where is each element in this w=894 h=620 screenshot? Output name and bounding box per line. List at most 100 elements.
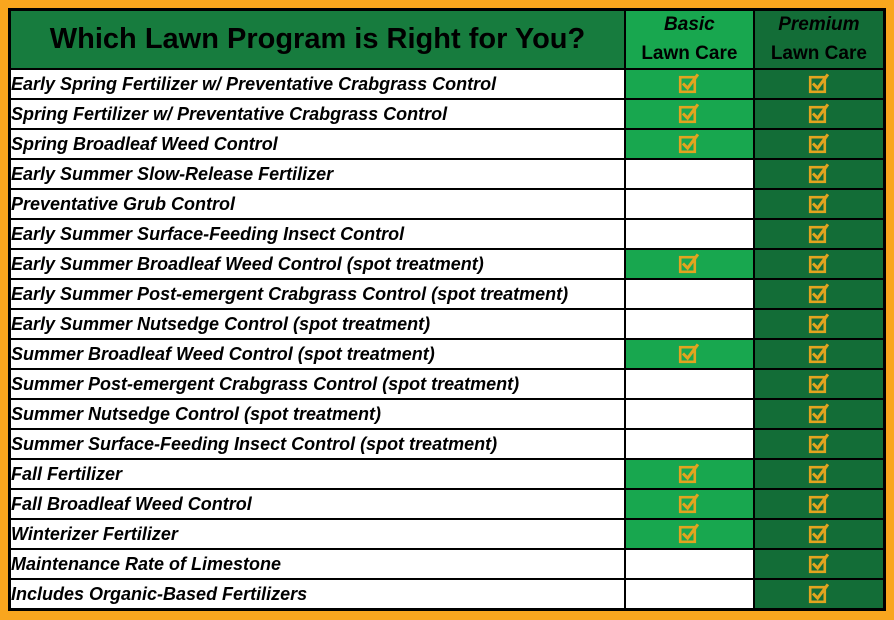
table-row: Summer Surface-Feeding Insect Control (s…: [8, 428, 886, 460]
checkbox-checked-icon: [808, 343, 829, 364]
basic-empty-cell: [624, 188, 755, 220]
table-row: Spring Broadleaf Weed Control: [8, 128, 886, 160]
checkbox-checked-icon: [808, 553, 829, 574]
service-label: Spring Fertilizer w/ Preventative Crabgr…: [8, 98, 627, 130]
premium-checked-cell: [752, 128, 886, 160]
checkbox-checked-icon: [808, 193, 829, 214]
basic-empty-cell: [624, 578, 755, 611]
table-row: Fall Broadleaf Weed Control: [8, 488, 886, 520]
service-label: Early Summer Post-emergent Crabgrass Con…: [8, 278, 627, 310]
table-title-cell: Which Lawn Program is Right for You?: [8, 8, 627, 70]
service-label: Winterizer Fertilizer: [8, 518, 627, 550]
service-label: Maintenance Rate of Limestone: [8, 548, 627, 580]
checkbox-checked-icon: [808, 253, 829, 274]
service-label: Summer Surface-Feeding Insect Control (s…: [8, 428, 627, 460]
premium-checked-cell: [752, 158, 886, 190]
checkbox-checked-icon: [808, 523, 829, 544]
premium-checked-cell: [752, 308, 886, 340]
checkbox-checked-icon: [679, 343, 700, 364]
table-row: Maintenance Rate of Limestone: [8, 548, 886, 580]
checkbox-checked-icon: [679, 73, 700, 94]
premium-checked-cell: [752, 218, 886, 250]
premium-checked-cell: [752, 428, 886, 460]
basic-checked-cell: [624, 488, 755, 520]
table-row: Winterizer Fertilizer: [8, 518, 886, 550]
premium-checked-cell: [752, 188, 886, 220]
premium-checked-cell: [752, 278, 886, 310]
checkbox-checked-icon: [808, 583, 829, 604]
checkbox-checked-icon: [808, 73, 829, 94]
basic-empty-cell: [624, 428, 755, 460]
service-label: Fall Broadleaf Weed Control: [8, 488, 627, 520]
basic-empty-cell: [624, 398, 755, 430]
header-row: Which Lawn Program is Right for You? Bas…: [8, 8, 886, 70]
lawn-program-comparison-table: Which Lawn Program is Right for You? Bas…: [8, 8, 886, 611]
checkbox-checked-icon: [808, 373, 829, 394]
basic-checked-cell: [624, 98, 755, 130]
basic-checked-cell: [624, 128, 755, 160]
service-label: Early Summer Broadleaf Weed Control (spo…: [8, 248, 627, 280]
premium-sublabel: Lawn Care: [770, 43, 867, 64]
table-row: Summer Nutsedge Control (spot treatment): [8, 398, 886, 430]
service-label: Early Summer Surface-Feeding Insect Cont…: [8, 218, 627, 250]
column-header-basic: Basic Lawn Care: [624, 8, 755, 70]
checkbox-checked-icon: [808, 283, 829, 304]
premium-checked-cell: [752, 458, 886, 490]
table-row: Fall Fertilizer: [8, 458, 886, 490]
table-row: Preventative Grub Control: [8, 188, 886, 220]
premium-checked-cell: [752, 368, 886, 400]
checkbox-checked-icon: [808, 433, 829, 454]
premium-checked-cell: [752, 548, 886, 580]
basic-sublabel: Lawn Care: [641, 43, 738, 64]
service-label: Preventative Grub Control: [8, 188, 627, 220]
basic-checked-cell: [624, 458, 755, 490]
basic-empty-cell: [624, 308, 755, 340]
table-row: Spring Fertilizer w/ Preventative Crabgr…: [8, 98, 886, 130]
premium-checked-cell: [752, 578, 886, 611]
basic-empty-cell: [624, 278, 755, 310]
basic-checked-cell: [624, 248, 755, 280]
service-label: Includes Organic-Based Fertilizers: [8, 578, 627, 611]
table-row: Early Summer Slow-Release Fertilizer: [8, 158, 886, 190]
basic-empty-cell: [624, 368, 755, 400]
checkbox-checked-icon: [808, 313, 829, 334]
checkbox-checked-icon: [808, 223, 829, 244]
checkbox-checked-icon: [679, 253, 700, 274]
premium-checked-cell: [752, 68, 886, 100]
service-label: Summer Post-emergent Crabgrass Control (…: [8, 368, 627, 400]
basic-empty-cell: [624, 218, 755, 250]
service-label: Early Spring Fertilizer w/ Preventative …: [8, 68, 627, 100]
table-row: Summer Broadleaf Weed Control (spot trea…: [8, 338, 886, 370]
premium-checked-cell: [752, 488, 886, 520]
table-row: Early Summer Post-emergent Crabgrass Con…: [8, 278, 886, 310]
basic-checked-cell: [624, 518, 755, 550]
table-row: Includes Organic-Based Fertilizers: [8, 578, 886, 611]
basic-checked-cell: [624, 338, 755, 370]
checkbox-checked-icon: [808, 463, 829, 484]
premium-checked-cell: [752, 98, 886, 130]
basic-empty-cell: [624, 158, 755, 190]
premium-checked-cell: [752, 398, 886, 430]
service-label: Early Summer Nutsedge Control (spot trea…: [8, 308, 627, 340]
table-row: Early Spring Fertilizer w/ Preventative …: [8, 68, 886, 100]
service-label: Summer Nutsedge Control (spot treatment): [8, 398, 627, 430]
premium-label: Premium: [778, 14, 860, 35]
checkbox-checked-icon: [808, 493, 829, 514]
checkbox-checked-icon: [808, 103, 829, 124]
premium-checked-cell: [752, 518, 886, 550]
page-title: Which Lawn Program is Right for You?: [49, 23, 586, 55]
checkbox-checked-icon: [679, 523, 700, 544]
service-label: Early Summer Slow-Release Fertilizer: [8, 158, 627, 190]
service-label: Fall Fertilizer: [8, 458, 627, 490]
table-row: Summer Post-emergent Crabgrass Control (…: [8, 368, 886, 400]
service-label: Spring Broadleaf Weed Control: [8, 128, 627, 160]
checkbox-checked-icon: [679, 463, 700, 484]
premium-checked-cell: [752, 338, 886, 370]
service-label: Summer Broadleaf Weed Control (spot trea…: [8, 338, 627, 370]
basic-checked-cell: [624, 68, 755, 100]
checkbox-checked-icon: [679, 133, 700, 154]
checkbox-checked-icon: [808, 133, 829, 154]
checkbox-checked-icon: [808, 403, 829, 424]
basic-label: Basic: [664, 14, 715, 35]
